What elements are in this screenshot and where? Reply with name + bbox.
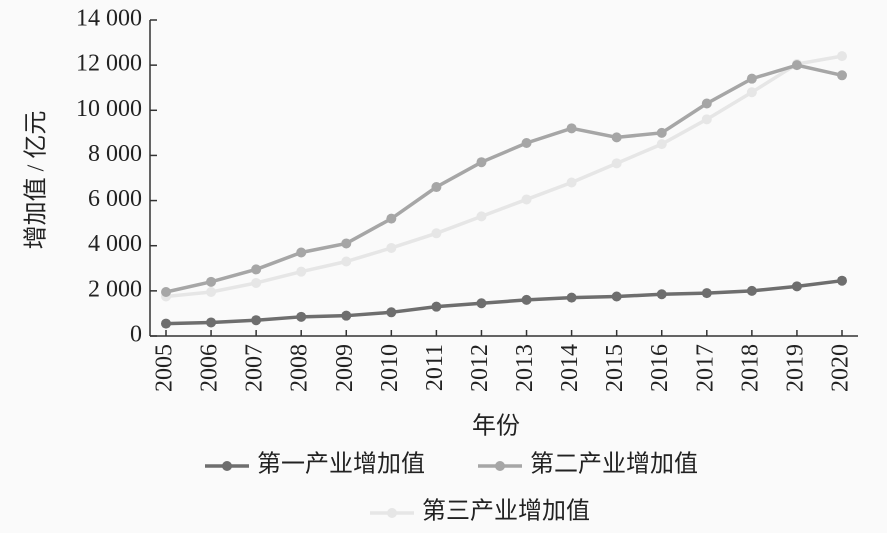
- x-tick-label: 2017: [692, 344, 718, 392]
- x-tick-label: 2013: [512, 344, 538, 392]
- series-marker: [431, 301, 442, 312]
- series-marker: [566, 292, 577, 303]
- x-tick-label: 2018: [737, 344, 763, 392]
- x-tick-label: 2016: [647, 344, 673, 392]
- series-marker: [476, 157, 487, 168]
- y-tick-label: 8 000: [88, 141, 142, 167]
- series-marker: [251, 277, 262, 288]
- x-tick-label: 2019: [782, 344, 808, 392]
- legend-label: 第三产业增加值: [422, 498, 590, 525]
- y-axis-label: 增加值 / 亿元: [23, 111, 50, 250]
- series-line: [165, 63, 843, 294]
- series-marker: [341, 310, 352, 321]
- series-marker: [341, 238, 352, 249]
- series-marker: [476, 211, 487, 222]
- y-tick-label: 10 000: [76, 96, 142, 122]
- x-axis-label: 年份: [472, 413, 520, 440]
- y-tick-label: 2 000: [88, 276, 142, 302]
- series-marker: [566, 123, 577, 134]
- y-tick-label: 12 000: [76, 51, 142, 77]
- series-marker: [746, 87, 757, 98]
- series-line: [165, 278, 843, 326]
- x-tick-label: 2005: [152, 344, 178, 392]
- series-marker: [521, 138, 532, 149]
- series-marker: [161, 286, 171, 297]
- series-marker: [386, 213, 397, 224]
- series-marker: [656, 127, 667, 138]
- series-marker: [837, 51, 847, 62]
- series-marker: [837, 70, 847, 81]
- series-marker: [341, 256, 352, 267]
- series-marker: [296, 247, 307, 258]
- series-marker: [611, 158, 622, 169]
- series-marker: [431, 182, 442, 193]
- x-tick-label: 2007: [242, 344, 268, 392]
- series-line: [165, 54, 843, 299]
- series-marker: [791, 281, 802, 292]
- series-marker: [611, 291, 622, 302]
- x-tick-label: 2006: [197, 344, 223, 392]
- x-tick-label: 2009: [332, 344, 358, 392]
- y-tick-label: 0: [130, 322, 142, 348]
- series-marker: [566, 177, 577, 188]
- series-marker: [206, 286, 217, 297]
- series-marker: [837, 275, 847, 286]
- series-marker: [521, 294, 532, 305]
- series-marker: [296, 311, 307, 322]
- legend-label: 第二产业增加值: [530, 451, 698, 478]
- series-marker: [386, 307, 397, 318]
- x-tick-label: 2010: [377, 344, 403, 392]
- legend-label: 第一产业增加值: [257, 451, 425, 478]
- x-tick-label: 2014: [557, 344, 583, 392]
- y-tick-label: 6 000: [88, 186, 142, 212]
- series-marker: [161, 318, 171, 329]
- series-marker: [386, 242, 397, 253]
- series-marker: [296, 266, 307, 277]
- series-marker: [746, 285, 757, 296]
- series-marker: [521, 194, 532, 205]
- legend-marker: [387, 508, 397, 518]
- legend-marker: [222, 461, 232, 471]
- series-marker: [611, 132, 622, 143]
- series-marker: [251, 264, 262, 275]
- series-marker: [746, 73, 757, 84]
- series-marker: [476, 298, 487, 309]
- series-marker: [251, 315, 262, 326]
- series-marker: [206, 317, 217, 328]
- x-tick-label: 2015: [602, 344, 628, 392]
- series-marker: [701, 288, 712, 299]
- series-marker: [431, 228, 442, 239]
- y-tick-label: 14 000: [76, 6, 142, 32]
- x-tick-label: 2011: [422, 344, 448, 391]
- series-marker: [701, 114, 712, 125]
- series-marker: [791, 60, 802, 71]
- y-tick-label: 4 000: [88, 231, 142, 257]
- x-tick-label: 2012: [467, 344, 493, 392]
- x-tick-label: 2020: [828, 344, 854, 392]
- series-marker: [656, 139, 667, 150]
- legend-marker: [495, 461, 505, 471]
- series-marker: [701, 98, 712, 109]
- series-marker: [206, 276, 217, 287]
- series-marker: [656, 289, 667, 300]
- x-tick-label: 2008: [287, 344, 313, 392]
